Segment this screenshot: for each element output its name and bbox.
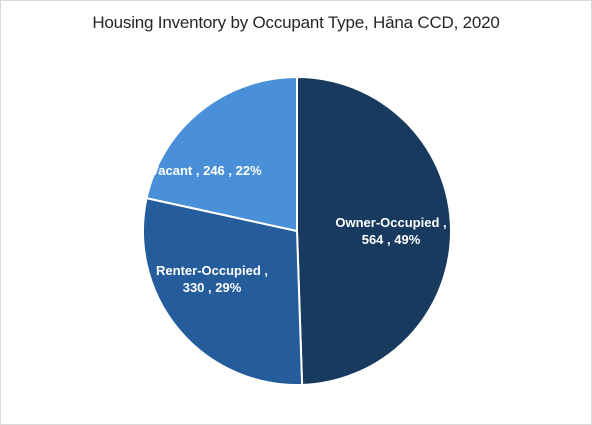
pie-slice-owner-occupied	[296, 75, 452, 386]
pie-slice-renter-occupied	[142, 196, 304, 386]
chart-title: Housing Inventory by Occupant Type, Hāna…	[92, 13, 500, 32]
pie-labels: Owner-Occupied , 564 , 49% Renter-Occupied…	[150, 163, 446, 295]
slice-label-renter-occupied: Renter-Occupied , 330 , 29%	[156, 263, 268, 295]
slice-label-owner-occupied: Owner-Occupied , 564 , 49%	[335, 215, 446, 247]
pie-slice-vacant	[145, 75, 298, 233]
slice-label-vacant: Vacant , 246 , 22%	[150, 163, 262, 178]
pie-slices	[142, 75, 452, 386]
